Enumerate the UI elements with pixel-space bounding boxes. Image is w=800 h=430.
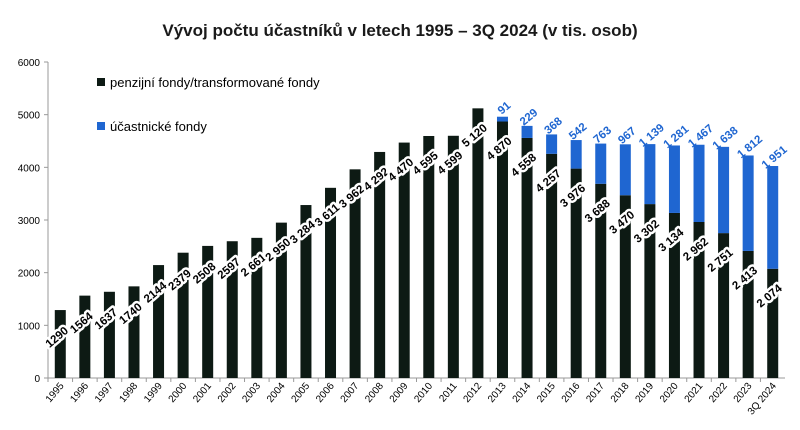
- bar-pension: [423, 135, 435, 378]
- bar-pension: [374, 151, 386, 378]
- x-tick-label: 1999: [142, 381, 165, 405]
- legend-swatch-pension: [97, 78, 105, 86]
- bar-pension: [693, 222, 705, 378]
- bar-pension: [349, 169, 361, 378]
- legend-label-pension: penzijní fondy/transformované fondy: [110, 75, 320, 90]
- bar-pension: [496, 121, 508, 378]
- bar-pension: [619, 195, 631, 378]
- legend-label-participant: účastnické fondy: [110, 119, 207, 134]
- y-tick-label: 3000: [18, 216, 41, 227]
- data-label-participant: 229: [518, 107, 540, 129]
- bar-participant: [496, 116, 508, 122]
- bar-pension: [718, 233, 730, 378]
- x-tick-label: 2013: [486, 381, 509, 405]
- x-tick-label: 2023: [732, 381, 755, 405]
- bar-pension: [275, 222, 287, 378]
- x-tick-label: 2006: [314, 381, 337, 405]
- bar-pension: [472, 108, 484, 378]
- x-tick-label: 2011: [437, 381, 460, 405]
- bar-participant: [742, 155, 754, 251]
- x-tick-label: 2016: [560, 381, 583, 405]
- legend: penzijní fondy/transformované fondy účas…: [97, 75, 320, 134]
- chart-title: Vývoj počtu účastníků v letech 1995 – 3Q…: [162, 21, 637, 40]
- data-label-participant: 763: [592, 125, 614, 147]
- y-tick-label: 2000: [18, 269, 41, 280]
- bar-participant: [693, 144, 705, 223]
- bar-pension: [447, 135, 459, 378]
- x-tick-label: 2010: [412, 381, 435, 405]
- bar-participant: [767, 166, 779, 269]
- bar-pension: [767, 268, 779, 378]
- bar-pension: [742, 250, 754, 378]
- bars: [54, 108, 779, 378]
- x-tick-label: 2008: [363, 381, 386, 405]
- bar-participant: [546, 134, 558, 154]
- y-tick-label: 6000: [18, 58, 41, 69]
- data-label-participant: 542: [567, 121, 589, 143]
- x-tick-label: 2005: [290, 381, 313, 405]
- x-tick-label: 2002: [216, 381, 239, 405]
- bar-participant: [521, 125, 533, 138]
- bar-pension: [251, 237, 263, 378]
- y-tick-label: 5000: [18, 111, 41, 122]
- bar-pension: [325, 187, 337, 378]
- bar-pension: [202, 245, 214, 378]
- bar-participant: [668, 145, 680, 213]
- x-tick-label: 1997: [93, 381, 116, 405]
- bar-pension: [398, 142, 410, 378]
- bar-participant: [718, 146, 730, 234]
- bar-pension: [570, 168, 582, 378]
- bar-pension: [54, 310, 66, 378]
- x-tick-label: 1995: [44, 381, 67, 405]
- bar-pension: [79, 295, 91, 378]
- x-tick-label: 1996: [68, 381, 91, 405]
- x-tick-label: 2018: [609, 381, 632, 405]
- y-tick-label: 4000: [18, 163, 41, 174]
- bar-pension: [153, 265, 165, 378]
- x-tick-label: 2020: [658, 381, 681, 405]
- x-tick-label: 2004: [265, 381, 288, 405]
- bar-pension: [128, 286, 140, 378]
- x-tick-label: 2012: [461, 381, 484, 405]
- bar-participant: [570, 140, 582, 169]
- x-tick-label: 2001: [191, 381, 214, 405]
- bar-pension: [546, 153, 558, 378]
- x-tick-label: 2009: [388, 381, 411, 405]
- bar-pension: [103, 291, 115, 378]
- legend-swatch-participant: [97, 122, 105, 130]
- data-label-participant: 967: [616, 125, 638, 147]
- bar-participant: [644, 144, 656, 205]
- x-tick-label: 2014: [511, 381, 534, 405]
- x-tick-label: 2015: [535, 381, 558, 405]
- bar-pension: [300, 205, 312, 378]
- x-tick-label: 2017: [584, 381, 607, 405]
- x-tick-label: 2019: [633, 381, 656, 405]
- bar-pension: [668, 212, 680, 378]
- x-tick-label: 2000: [167, 381, 190, 405]
- x-tick-label: 1998: [118, 381, 141, 405]
- bar-participant: [595, 143, 607, 184]
- x-tick-label: 2022: [707, 381, 730, 405]
- bar-pension: [177, 252, 189, 378]
- data-label-participant: 91: [496, 99, 514, 117]
- bar-pension: [521, 137, 533, 378]
- y-tick-label: 0: [34, 374, 40, 385]
- y-tick-label: 1000: [18, 321, 41, 332]
- x-tick-label: 2007: [339, 381, 362, 405]
- bar-pension: [595, 183, 607, 378]
- data-label-participant: 368: [542, 115, 565, 137]
- bar-pension: [644, 204, 656, 378]
- bar-pension: [226, 241, 238, 378]
- x-tick-label: 2021: [683, 381, 706, 405]
- x-tick-label: 2003: [240, 381, 263, 405]
- bar-participant: [619, 144, 631, 196]
